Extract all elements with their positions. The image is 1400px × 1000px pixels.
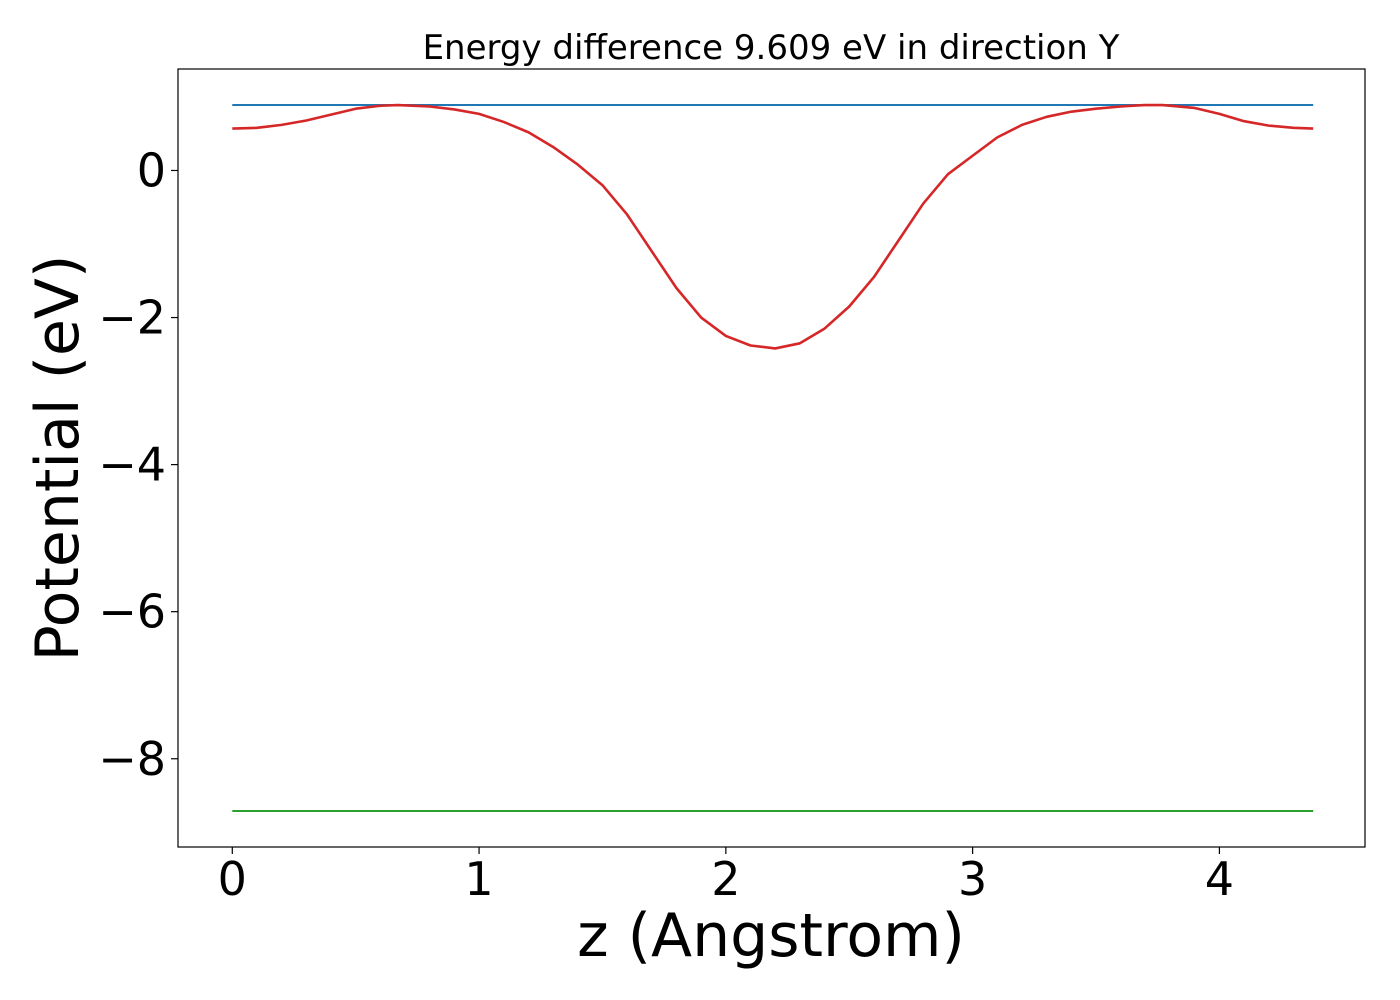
x-tick-label: 2	[711, 852, 740, 906]
y-tick-label: −2	[98, 291, 166, 345]
y-tick-label: −8	[98, 732, 166, 786]
series-layer	[232, 103, 1314, 812]
chart-title: Energy difference 9.609 eV in direction …	[423, 28, 1120, 68]
y-tick-label: −4	[98, 438, 166, 492]
y-axis-label: Potential (eV)	[23, 255, 93, 662]
y-axis-ticks: 0 −2 −4 −6 −8	[98, 143, 178, 786]
y-tick-label: −6	[98, 585, 166, 639]
x-axis-ticks: 0 1 2 3 4	[218, 847, 1234, 906]
plot-frame	[177, 68, 1366, 848]
series-line-2	[232, 103, 1314, 350]
x-tick-label: 3	[958, 852, 987, 906]
y-tick-label: 0	[137, 143, 166, 197]
x-tick-label: 0	[218, 852, 247, 906]
x-tick-label: 4	[1205, 852, 1234, 906]
x-tick-label: 1	[464, 852, 493, 906]
x-axis-label: z (Angstrom)	[577, 901, 965, 971]
